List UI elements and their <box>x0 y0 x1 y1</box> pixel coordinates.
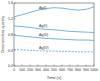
series-line <box>14 49 94 51</box>
x-tick-label: 300 <box>35 68 41 72</box>
frame <box>14 3 94 66</box>
x-axis-label: Time (s) <box>47 75 62 80</box>
y-tick-label: 1.6 <box>8 1 13 5</box>
x-tick <box>54 65 55 67</box>
x-tick <box>86 65 87 67</box>
series-label: Ag(III) <box>39 33 48 37</box>
x-tick <box>14 65 15 67</box>
y-tick <box>14 18 16 19</box>
y-axis-label: Dimensionless quantity <box>1 16 5 53</box>
y-tick-label: 0.8 <box>8 33 13 37</box>
chart: 0 1002003004005006007008009001000 0.0 0.4 0.… <box>0 0 100 81</box>
series-line <box>14 35 94 40</box>
plot-area <box>14 7 94 52</box>
x-tick-label: 200 <box>27 68 33 72</box>
x-tick-label: 1000 <box>90 68 98 72</box>
x-tick-label: 100 <box>19 68 25 72</box>
x-tick-label: 600 <box>59 68 65 72</box>
y-tick-label: 0.0 <box>8 64 13 68</box>
x-tick-label: 0 <box>13 68 15 72</box>
x-tick-label: 900 <box>83 68 89 72</box>
y-tick-label: 0.4 <box>8 49 13 53</box>
x-tick <box>94 65 95 67</box>
y-tick <box>14 66 16 67</box>
y-tick <box>14 34 16 35</box>
series-line <box>14 26 94 33</box>
series-line <box>14 7 94 17</box>
y-tick <box>14 3 16 4</box>
y-tick-label: 1.2 <box>8 17 13 21</box>
series-label: Ag(I) <box>39 6 46 10</box>
x-tick <box>38 65 39 67</box>
x-tick <box>78 65 79 67</box>
x-tick <box>62 65 63 67</box>
x-tick-label: 400 <box>43 68 49 72</box>
x-tick-label: 500 <box>51 68 57 72</box>
series-label: Ag(II) <box>39 24 47 28</box>
x-tick <box>30 65 31 67</box>
x-tick <box>70 65 71 67</box>
series-label: Ag(IV) <box>39 46 49 50</box>
x-tick-label: 700 <box>67 68 73 72</box>
x-tick-label: 800 <box>75 68 81 72</box>
x-tick <box>22 65 23 67</box>
x-tick <box>46 65 47 67</box>
